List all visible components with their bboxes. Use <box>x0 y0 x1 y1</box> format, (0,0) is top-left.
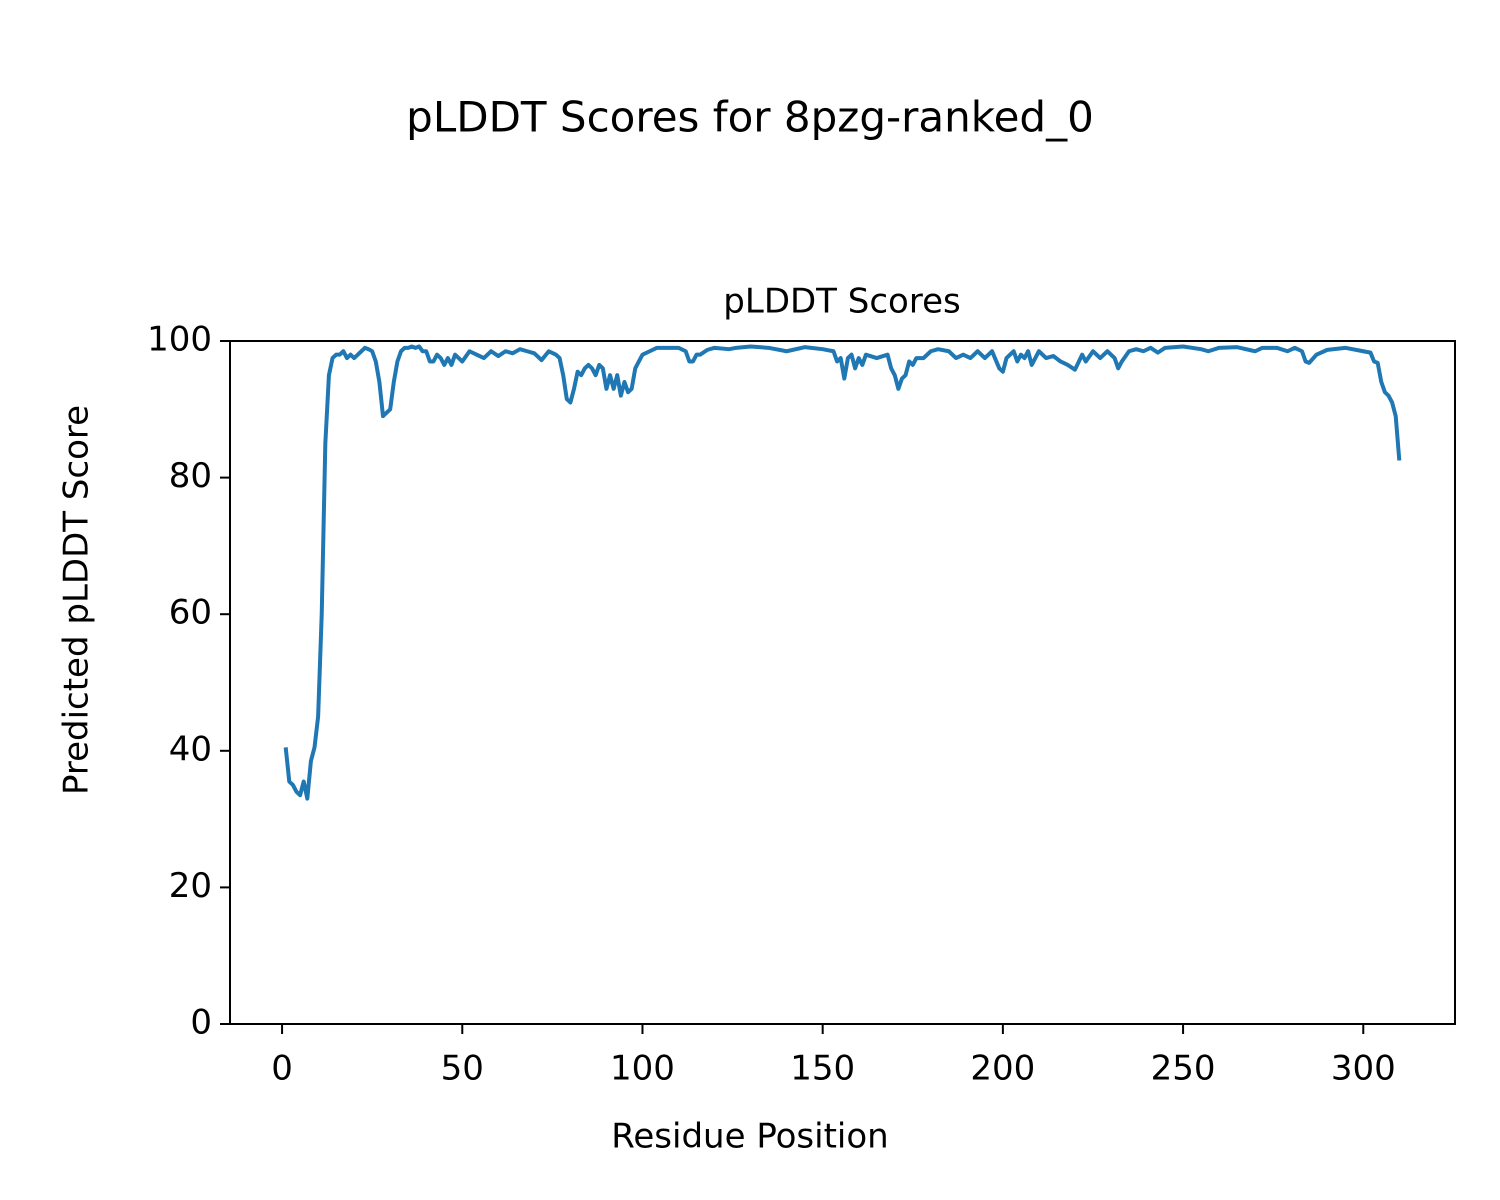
x-axis-label: Residue Position <box>611 1117 888 1157</box>
suptitle: pLDDT Scores for 8pzg-ranked_0 <box>406 93 1094 142</box>
x-tick-label: 200 <box>970 1049 1035 1089</box>
y-tick-label: 0 <box>190 1003 212 1043</box>
x-tick-label: 300 <box>1331 1049 1396 1089</box>
y-tick-label: 40 <box>169 729 212 769</box>
x-tick-label: 100 <box>610 1049 675 1089</box>
y-tick-label: 100 <box>147 320 212 360</box>
x-tick-label: 0 <box>271 1049 293 1089</box>
x-tick-label: 250 <box>1151 1049 1216 1089</box>
x-tick-label: 150 <box>790 1049 855 1089</box>
y-tick-label: 20 <box>169 866 212 906</box>
axes-frame <box>229 340 1456 1025</box>
data-line <box>283 344 1402 801</box>
y-tick-label: 60 <box>169 593 212 633</box>
x-tick-label: 50 <box>441 1049 484 1089</box>
y-axis-label: Predicted pLDDT Score <box>57 405 97 795</box>
chart-title: pLDDT Scores <box>723 282 960 322</box>
y-tick-label: 80 <box>169 456 212 496</box>
